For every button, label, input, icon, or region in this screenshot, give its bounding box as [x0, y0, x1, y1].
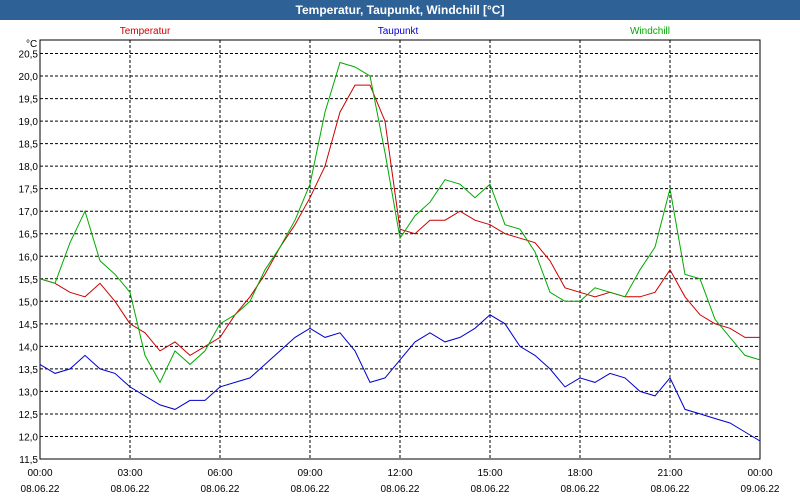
x-tick-date: 08.06.22	[291, 484, 330, 495]
legend: Temperatur Taupunkt Windchill	[120, 26, 670, 37]
x-tick-date: 08.06.22	[201, 484, 240, 495]
y-axis: 11,5 12,0 12,5 13,0 13,5 14,0 14,5 15,0 15,5 16,0…	[19, 50, 39, 466]
y-tick-label: 11,5	[19, 455, 38, 466]
x-tick-time: 06:00	[207, 468, 232, 479]
y-tick-label: 19,0	[19, 117, 39, 128]
x-tick-date: 08.06.22	[381, 484, 420, 495]
x-tick-time: 03:00	[117, 468, 142, 479]
x-tick-time: 12:00	[387, 468, 412, 479]
x-tick-date: 08.06.22	[651, 484, 690, 495]
x-tick-time: 15:00	[477, 468, 502, 479]
y-tick-label: 12,5	[19, 410, 39, 421]
x-tick-time: 09:00	[297, 468, 322, 479]
x-tick-date: 09.06.22	[741, 484, 780, 495]
legend-entry: Temperatur	[120, 26, 171, 37]
legend-entry: Windchill	[630, 26, 670, 37]
x-tick-date: 08.06.22	[21, 484, 60, 495]
chart-title: Temperatur, Taupunkt, Windchill [°C]	[0, 0, 800, 20]
y-tick-label: 16,0	[19, 252, 39, 263]
y-tick-label: 13,0	[19, 387, 39, 398]
x-tick-time: 00:00	[747, 468, 772, 479]
x-tick-time: 00:00	[27, 468, 52, 479]
legend-entry: Taupunkt	[378, 26, 419, 37]
x-axis: 00:00 08.06.22 03:00 08.06.22 06:00 08.06.22 0…	[21, 468, 780, 495]
y-tick-label: 18,0	[19, 162, 39, 173]
y-tick-label: 12,0	[19, 432, 39, 443]
y-tick-label: 19,5	[19, 95, 39, 106]
y-tick-label: 20,5	[19, 50, 39, 61]
y-tick-label: 13,5	[19, 365, 39, 376]
y-axis-unit: °C	[26, 39, 37, 50]
y-tick-label: 18,5	[19, 140, 39, 151]
y-tick-label: 20,0	[19, 72, 39, 83]
y-tick-label: 15,5	[19, 275, 39, 286]
x-tick-date: 08.06.22	[561, 484, 600, 495]
y-tick-label: 14,0	[19, 342, 39, 353]
y-tick-label: 15,0	[19, 297, 39, 308]
series-line-taupunkt	[39, 314, 761, 442]
series-line-windchill	[39, 61, 761, 384]
x-tick-date: 08.06.22	[471, 484, 510, 495]
x-tick-date: 08.06.22	[111, 484, 150, 495]
y-tick-label: 16,5	[19, 230, 39, 241]
plot-frame	[39, 39, 761, 460]
y-tick-label: 17,5	[19, 185, 39, 196]
series-line-temperatur	[39, 84, 760, 357]
y-tick-label: 17,0	[19, 207, 39, 218]
grid-lines	[40, 40, 760, 459]
x-tick-time: 18:00	[567, 468, 592, 479]
series-lines	[39, 61, 761, 442]
y-tick-label: 14,5	[19, 320, 39, 331]
x-tick-time: 21:00	[657, 468, 682, 479]
